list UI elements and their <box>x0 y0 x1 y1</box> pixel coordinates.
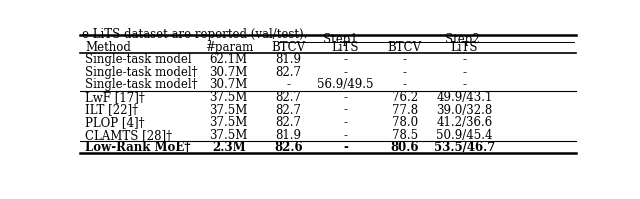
Text: 78.5: 78.5 <box>392 129 418 142</box>
Text: Low-Rank MoE†: Low-Rank MoE† <box>85 141 191 154</box>
Text: Single-task model†: Single-task model† <box>85 66 198 79</box>
Text: -: - <box>343 141 348 154</box>
Text: -: - <box>403 78 407 91</box>
Text: 39.0/32.8: 39.0/32.8 <box>436 103 493 117</box>
Text: LiTS: LiTS <box>332 41 359 54</box>
Text: BTCV: BTCV <box>388 41 422 54</box>
Text: 77.8: 77.8 <box>392 103 418 117</box>
Text: 62.1M: 62.1M <box>210 53 248 66</box>
Text: -: - <box>344 116 348 129</box>
Text: Single-task model†: Single-task model† <box>85 78 198 91</box>
Text: -: - <box>463 53 467 66</box>
Text: 50.9/45.4: 50.9/45.4 <box>436 129 493 142</box>
Text: 53.5/46.7: 53.5/46.7 <box>434 141 495 154</box>
Text: 41.2/36.6: 41.2/36.6 <box>436 116 493 129</box>
Text: 49.9/43.1: 49.9/43.1 <box>436 91 493 104</box>
Text: 78.0: 78.0 <box>392 116 418 129</box>
Text: -: - <box>463 78 467 91</box>
Text: #param: #param <box>205 41 253 54</box>
Text: 30.7M: 30.7M <box>210 66 248 79</box>
Text: 81.9: 81.9 <box>275 129 301 142</box>
Text: 81.9: 81.9 <box>275 53 301 66</box>
Text: 82.6: 82.6 <box>274 141 303 154</box>
Text: ILT [22]†: ILT [22]† <box>85 103 138 117</box>
Text: Method: Method <box>85 41 131 54</box>
Text: LiTS: LiTS <box>451 41 478 54</box>
Text: Step2: Step2 <box>445 33 479 46</box>
Text: e LiTS dataset are reported (val/test).: e LiTS dataset are reported (val/test). <box>83 28 308 41</box>
Text: 37.5M: 37.5M <box>210 116 248 129</box>
Text: 30.7M: 30.7M <box>210 78 248 91</box>
Text: -: - <box>344 103 348 117</box>
Text: 56.9/49.5: 56.9/49.5 <box>317 78 374 91</box>
Text: 80.6: 80.6 <box>390 141 419 154</box>
Text: -: - <box>344 129 348 142</box>
Text: PLOP [4]†: PLOP [4]† <box>85 116 145 129</box>
Text: 76.2: 76.2 <box>392 91 418 104</box>
Text: -: - <box>344 66 348 79</box>
Text: 37.5M: 37.5M <box>210 129 248 142</box>
Text: CLAMTS [28]†: CLAMTS [28]† <box>85 129 172 142</box>
Text: BTCV: BTCV <box>271 41 305 54</box>
Text: 82.7: 82.7 <box>275 103 301 117</box>
Text: -: - <box>403 53 407 66</box>
Text: -: - <box>463 66 467 79</box>
Text: 82.7: 82.7 <box>275 91 301 104</box>
Text: Single-task model: Single-task model <box>85 53 191 66</box>
Text: 82.7: 82.7 <box>275 116 301 129</box>
Text: 82.7: 82.7 <box>275 66 301 79</box>
Text: LwF [17]†: LwF [17]† <box>85 91 145 104</box>
Text: 37.5M: 37.5M <box>210 91 248 104</box>
Text: 2.3M: 2.3M <box>212 141 246 154</box>
Text: -: - <box>403 66 407 79</box>
Text: -: - <box>286 78 291 91</box>
Text: -: - <box>344 53 348 66</box>
Text: Step1: Step1 <box>323 33 358 46</box>
Text: 37.5M: 37.5M <box>210 103 248 117</box>
Text: -: - <box>344 91 348 104</box>
